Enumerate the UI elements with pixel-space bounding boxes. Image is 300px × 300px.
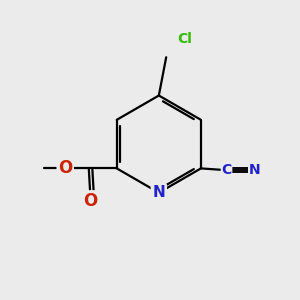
Text: N: N: [152, 185, 165, 200]
Text: C: C: [221, 163, 232, 177]
Text: N: N: [249, 163, 260, 177]
Text: O: O: [58, 159, 72, 177]
Text: Cl: Cl: [177, 32, 192, 46]
Text: O: O: [83, 192, 98, 210]
